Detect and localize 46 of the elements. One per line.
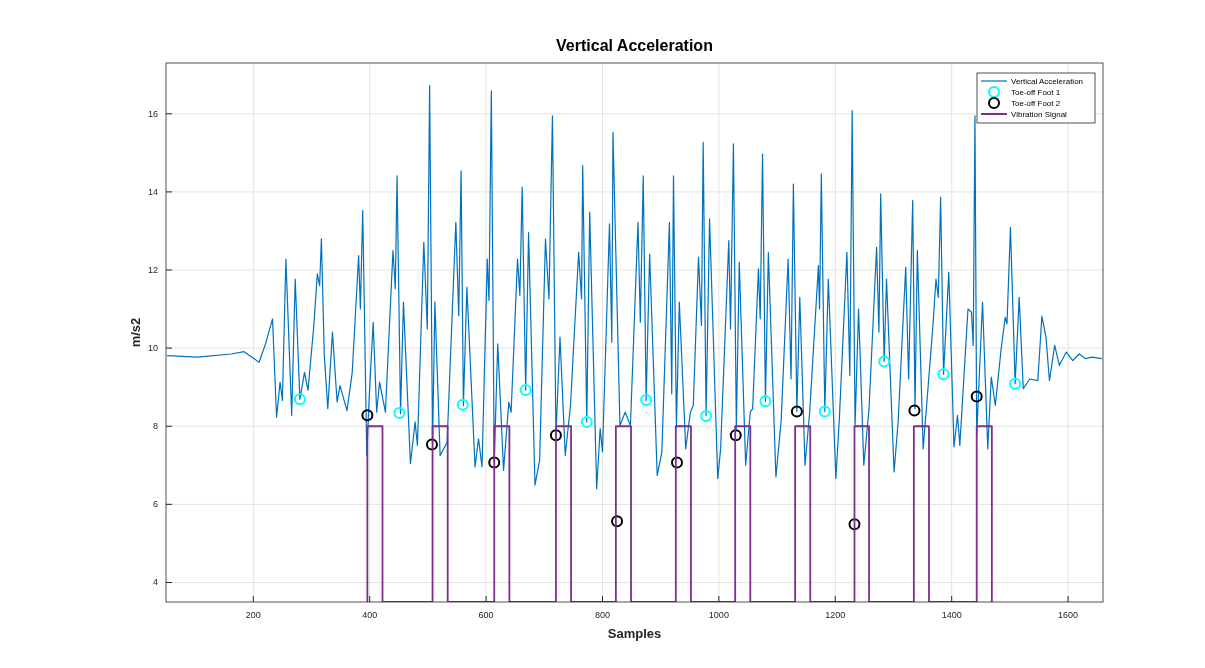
y-tick-label: 16 xyxy=(147,108,158,119)
point xyxy=(937,368,950,381)
point xyxy=(729,429,742,442)
point xyxy=(1009,377,1022,390)
y-tick-label: 10 xyxy=(147,343,158,354)
point xyxy=(361,409,374,422)
point xyxy=(488,456,501,469)
x-axis-title: Samples xyxy=(607,626,662,641)
x-tick-label: 200 xyxy=(245,610,261,620)
y-tick-label: 4 xyxy=(152,577,158,588)
point xyxy=(580,415,593,428)
y-axis-title: m/s2 xyxy=(128,317,143,348)
point xyxy=(456,398,469,411)
point xyxy=(790,405,803,418)
legend-label: Toe-off Foot 1 xyxy=(1011,88,1061,97)
point xyxy=(425,438,438,451)
x-tick-label: 400 xyxy=(362,610,378,620)
point xyxy=(759,395,772,408)
point xyxy=(970,390,983,403)
legend-label: Toe-off Foot 2 xyxy=(1011,99,1061,108)
x-tick-label: 1400 xyxy=(941,610,962,620)
point xyxy=(848,518,861,531)
legend-label: Vertical Acceleration xyxy=(1011,77,1084,86)
legend-label: Vibration Signal xyxy=(1011,110,1068,119)
point xyxy=(670,456,683,469)
x-tick-label: 600 xyxy=(478,610,494,620)
x-tick-label: 1200 xyxy=(825,610,846,620)
point xyxy=(519,383,532,396)
point xyxy=(700,410,713,423)
y-tick-label: 14 xyxy=(147,186,158,197)
line-series xyxy=(166,85,1103,490)
point xyxy=(878,355,891,368)
point xyxy=(293,393,306,406)
y-tick-label: 8 xyxy=(152,421,158,432)
point xyxy=(818,405,831,418)
point xyxy=(640,394,653,407)
x-tick-label: 1600 xyxy=(1058,610,1079,620)
point xyxy=(908,404,921,417)
point xyxy=(393,406,406,419)
chart-title: Vertical Acceleration xyxy=(556,37,713,54)
y-tick-label: 6 xyxy=(152,499,158,510)
point xyxy=(549,429,562,442)
x-tick-label: 800 xyxy=(594,610,611,620)
y-tick-label: 12 xyxy=(147,265,158,276)
x-tick-label: 1000 xyxy=(708,610,729,620)
point xyxy=(611,515,624,528)
